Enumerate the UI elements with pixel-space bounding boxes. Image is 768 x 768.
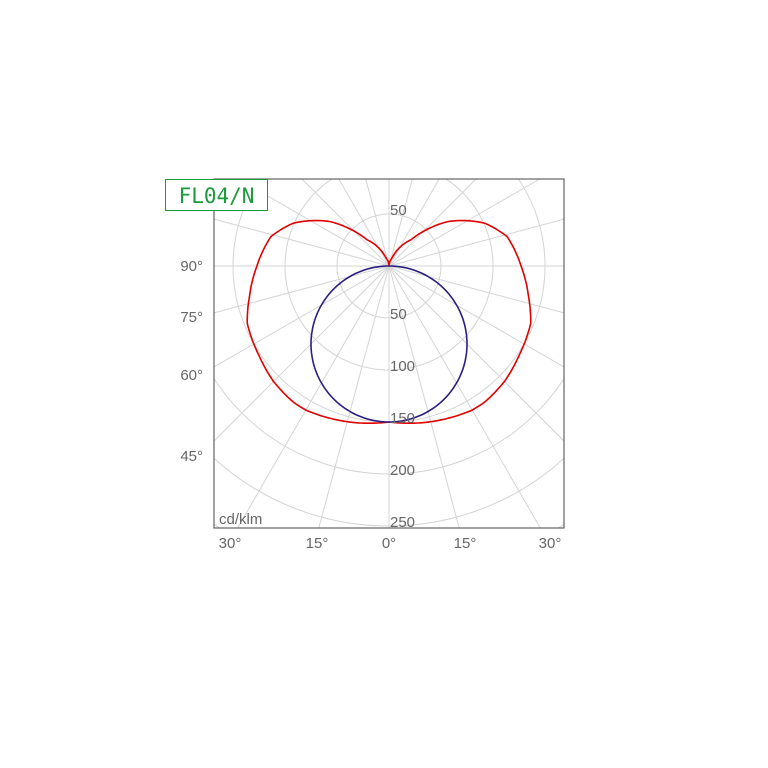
- grid-spoke: [388, 265, 541, 528]
- grid-spoke: [214, 218, 390, 267]
- chart-title: FL04/N: [165, 179, 268, 211]
- grid-spoke: [388, 179, 413, 267]
- angle-label: 30°: [219, 535, 242, 552]
- radial-tick-label: 250: [390, 514, 415, 531]
- radial-tick-label: 200: [390, 462, 415, 479]
- angle-labels: 90° 75° 60° 45° 30° 15° 0° 15° 30°: [180, 258, 561, 552]
- angle-label: 60°: [180, 367, 203, 384]
- grid-spoke: [388, 265, 564, 368]
- grid-spoke: [388, 265, 564, 442]
- grid-spoke: [214, 265, 390, 442]
- grid-spoke: [388, 265, 460, 528]
- radial-tick-label: 100: [390, 358, 415, 375]
- grid: [214, 179, 564, 528]
- grid-spoke: [388, 179, 440, 267]
- grid-spoke: [301, 179, 390, 267]
- angle-label: 90°: [180, 258, 203, 275]
- radial-tick-labels: 50 100 150 200 250 50: [390, 202, 415, 531]
- radial-tick-label: 50: [390, 306, 407, 323]
- grid-spoke: [214, 265, 390, 368]
- grid-spoke: [388, 265, 564, 314]
- grid-spoke: [365, 179, 390, 267]
- grid-spoke: [388, 218, 564, 267]
- radial-tick-label: 150: [390, 410, 415, 427]
- grid-spoke: [318, 265, 390, 528]
- curves: [246, 219, 532, 425]
- angle-label: 30°: [539, 535, 562, 552]
- angle-label: 15°: [454, 535, 477, 552]
- grid-spoke: [388, 179, 477, 267]
- grid-spoke: [237, 265, 390, 528]
- angle-label: 0°: [382, 535, 396, 552]
- series-curve-1: [310, 265, 468, 423]
- grid-spoke: [388, 179, 540, 267]
- angle-label: 45°: [180, 448, 203, 465]
- angle-label: 75°: [180, 309, 203, 326]
- unit-label: cd/klm: [219, 511, 262, 528]
- grid-spoke: [214, 265, 390, 314]
- angle-label: 15°: [306, 535, 329, 552]
- radial-tick-label: 50: [390, 202, 407, 219]
- plot-frame: [213, 178, 565, 529]
- grid-spoke: [338, 179, 390, 267]
